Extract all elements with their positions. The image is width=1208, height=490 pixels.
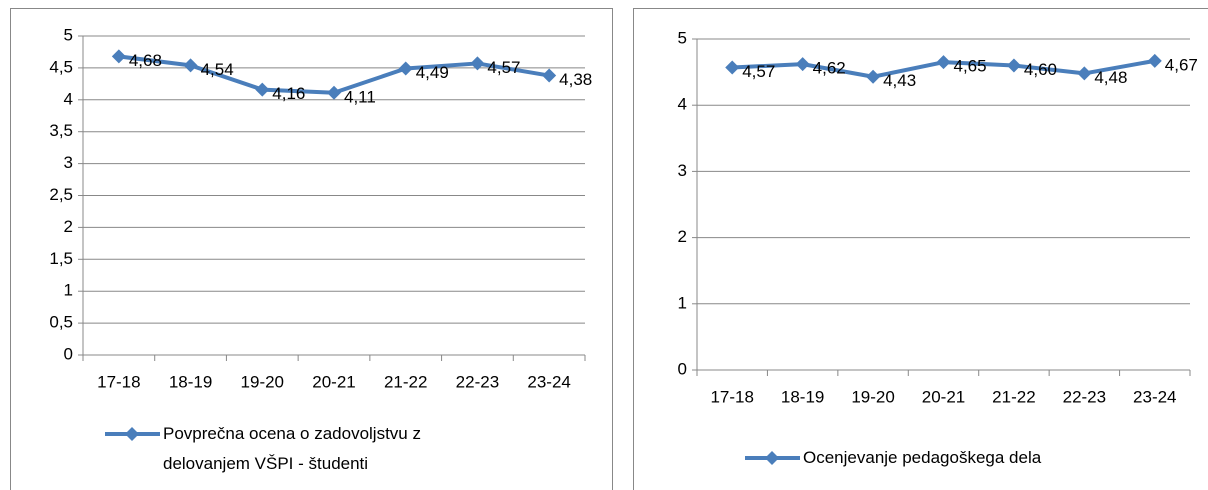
point-marker (542, 68, 557, 83)
data-label: 4,60 (1024, 60, 1057, 79)
point-marker (1006, 58, 1021, 73)
y-tick-label: 4 (64, 89, 73, 108)
y-tick-label: 5 (678, 28, 687, 47)
point-marker (795, 57, 810, 72)
point-marker (1077, 66, 1092, 81)
legend-label: Povprečna ocena o zadovoljstvu z delovan… (163, 424, 421, 473)
data-label: 4,16 (272, 84, 305, 103)
point-marker (936, 55, 951, 70)
x-tick-label: 19-20 (241, 372, 284, 391)
data-label: 4,68 (129, 51, 162, 70)
chart-frame (633, 8, 1208, 490)
legend-label: Ocenjevanje pedagoškega dela (803, 448, 1042, 467)
y-tick-label: 5 (64, 25, 73, 44)
data-label: 4,57 (742, 62, 775, 81)
data-label: 4,57 (487, 58, 520, 77)
x-tick-label: 20-21 (922, 387, 965, 406)
data-label: 4,38 (559, 70, 592, 89)
point-marker (866, 69, 881, 84)
y-tick-label: 3 (64, 153, 73, 172)
y-tick-label: 2 (678, 227, 687, 246)
data-label: 4,48 (1094, 68, 1127, 87)
y-tick-label: 0,5 (49, 313, 73, 332)
x-tick-label: 20-21 (312, 372, 355, 391)
x-tick-label: 21-22 (992, 387, 1035, 406)
y-tick-label: 3 (678, 161, 687, 180)
point-marker (183, 58, 198, 73)
x-tick-label: 22-23 (1063, 387, 1106, 406)
y-tick-label: 0 (678, 359, 687, 378)
y-tick-label: 0 (64, 344, 73, 363)
y-tick-label: 1 (64, 281, 73, 300)
data-label: 4,43 (883, 71, 916, 90)
y-tick-label: 1,5 (49, 249, 73, 268)
legend-marker (765, 451, 779, 465)
point-marker (398, 61, 413, 76)
x-tick-label: 18-19 (781, 387, 824, 406)
y-tick-label: 4 (678, 95, 687, 114)
y-tick-label: 1 (678, 293, 687, 312)
y-tick-label: 2,5 (49, 185, 73, 204)
legend-marker (125, 427, 139, 441)
point-marker (470, 56, 485, 71)
data-label: 4,11 (344, 87, 376, 106)
x-tick-label: 17-18 (710, 387, 753, 406)
data-label: 4,65 (954, 57, 987, 76)
point-marker (1147, 53, 1162, 68)
y-tick-label: 2 (64, 217, 73, 236)
data-label: 4,67 (1165, 55, 1198, 74)
point-marker (255, 82, 270, 97)
x-tick-label: 22-23 (456, 372, 499, 391)
data-label: 4,49 (416, 63, 449, 82)
point-marker (725, 60, 740, 75)
x-tick-label: 21-22 (384, 372, 427, 391)
x-tick-label: 17-18 (97, 372, 140, 391)
chart-frame (10, 8, 613, 490)
point-marker (111, 49, 126, 64)
data-label: 4,54 (201, 60, 234, 79)
data-label: 4,62 (813, 59, 846, 78)
x-tick-label: 18-19 (169, 372, 212, 391)
y-tick-label: 3,5 (49, 121, 73, 140)
y-tick-label: 4,5 (49, 57, 73, 76)
x-tick-label: 23-24 (1133, 387, 1176, 406)
x-tick-label: 19-20 (851, 387, 894, 406)
x-tick-label: 23-24 (527, 372, 570, 391)
point-marker (327, 85, 341, 100)
